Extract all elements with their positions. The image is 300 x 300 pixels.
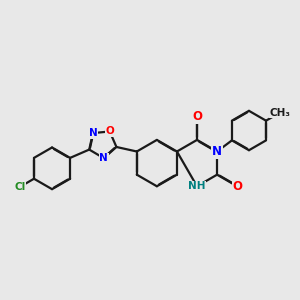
Text: N: N (99, 153, 108, 163)
Text: O: O (192, 110, 202, 123)
Text: NH: NH (188, 181, 206, 191)
Text: N: N (212, 145, 222, 158)
Text: O: O (232, 180, 242, 193)
Text: Cl: Cl (14, 182, 26, 192)
Text: CH₃: CH₃ (270, 108, 291, 118)
Text: O: O (105, 127, 114, 136)
Text: N: N (88, 128, 97, 138)
